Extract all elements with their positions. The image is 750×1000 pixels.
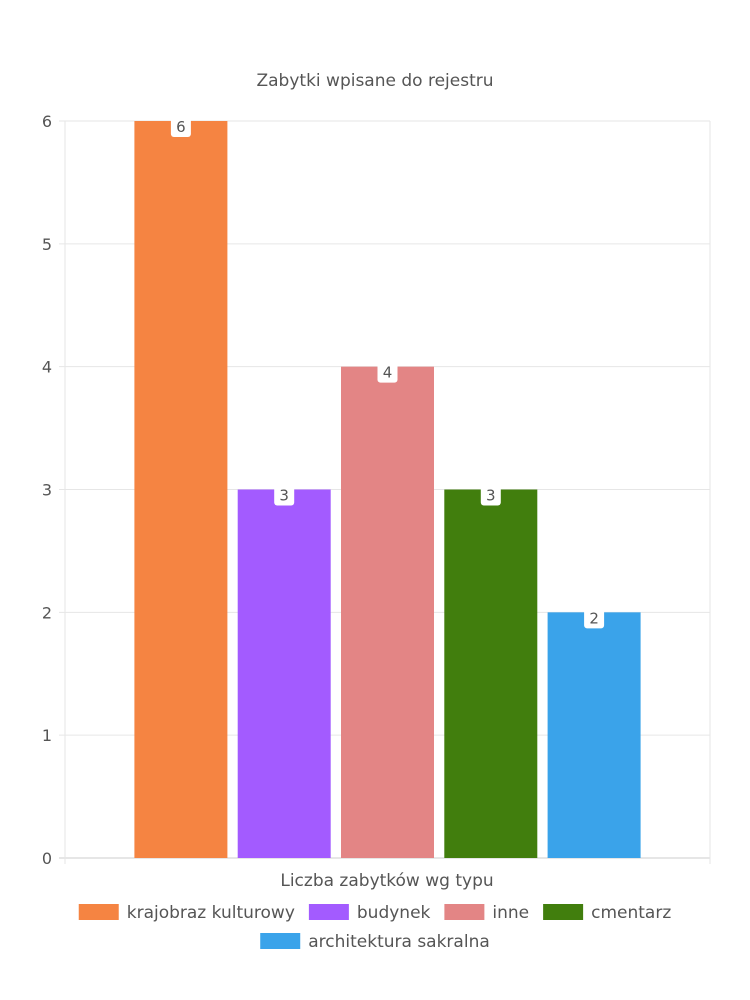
data-label-box: [170, 117, 191, 137]
bar: [444, 489, 538, 858]
y-tick-label: 1: [42, 726, 52, 745]
y-tick-label: 2: [42, 603, 52, 622]
bar: [237, 489, 331, 858]
bars: [134, 121, 641, 858]
legend-swatch: [444, 904, 485, 920]
legend-label: budynek: [357, 903, 431, 923]
legend-label: cmentarz: [591, 903, 671, 923]
y-tick-label: 0: [42, 849, 52, 868]
data-label-box: [377, 362, 398, 383]
data-label: 6: [176, 118, 186, 136]
legend-item: budynek: [308, 903, 431, 923]
data-label-box: [584, 608, 605, 629]
data-label: 4: [383, 364, 393, 382]
y-tick-label: 5: [42, 235, 52, 254]
legend-item: inne: [444, 903, 529, 923]
data-label: 3: [486, 487, 496, 505]
chart-title: Zabytki wpisane do rejestru: [256, 71, 493, 91]
y-tick-label: 3: [42, 481, 52, 500]
legend-label: krajobraz kulturowy: [127, 903, 295, 923]
legend-swatch: [308, 904, 349, 920]
legend-swatch: [78, 904, 119, 920]
data-label: 3: [279, 487, 289, 505]
y-axis-ticks: 0 1 2 3 4 5 6: [42, 112, 52, 868]
bar: [134, 121, 228, 858]
data-label-box: [274, 485, 295, 506]
legend-swatch: [260, 933, 301, 949]
bar: [547, 612, 641, 858]
data-label-box: [480, 485, 501, 506]
data-label: 2: [589, 609, 599, 627]
y-tick-label: 4: [42, 358, 52, 377]
data-labels: 6 3 4 3 2: [170, 117, 605, 629]
legend-item: cmentarz: [543, 903, 671, 923]
legend-label: inne: [492, 903, 529, 923]
legend-item: krajobraz kulturowy: [78, 903, 295, 923]
x-axis-label: Liczba zabytków wg typu: [280, 871, 493, 891]
legend: krajobraz kulturowy budynek inne cmentarz ar…: [78, 903, 671, 952]
bar: [341, 366, 434, 858]
legend-item: architektura sakralna: [260, 932, 490, 952]
legend-label: architektura sakralna: [308, 932, 490, 952]
y-tick-label: 6: [42, 112, 52, 131]
legend-swatch: [543, 904, 584, 920]
